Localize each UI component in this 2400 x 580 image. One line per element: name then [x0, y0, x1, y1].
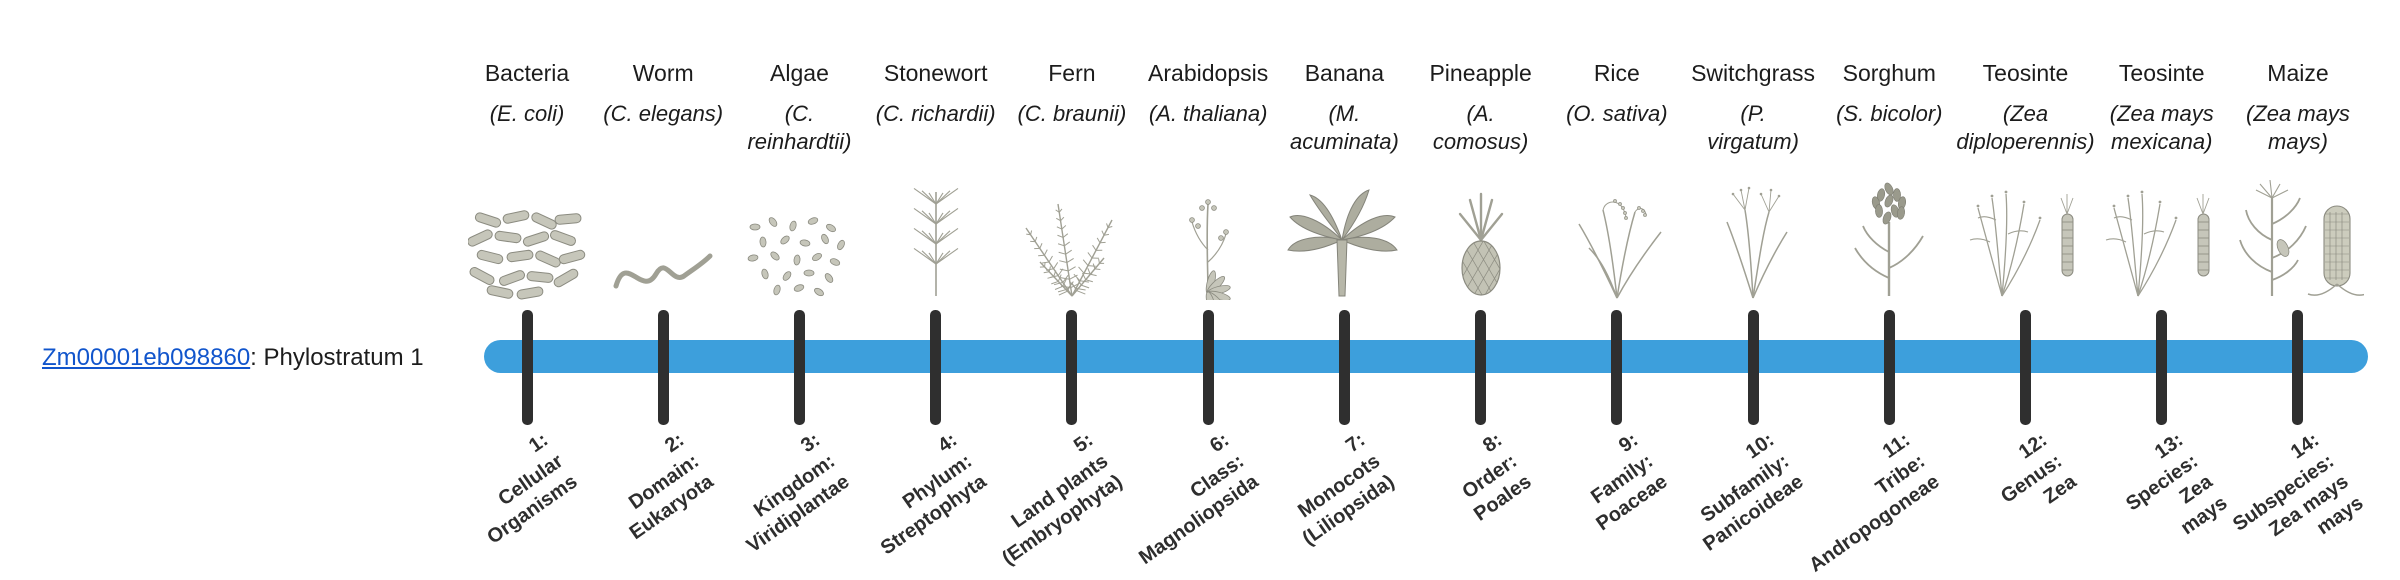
teosinte-icon: [2087, 168, 2237, 300]
scientific-name-line: (P.: [1740, 100, 1766, 126]
organism-column: Maize (Zea mays mays): [2223, 60, 2373, 296]
organism-common-name: Switchgrass: [1691, 60, 1816, 86]
algae-icon: [724, 168, 874, 300]
phylostratum-tick: [2020, 310, 2032, 425]
phylostratum-tick: [1338, 310, 1350, 425]
organism-scientific-name: (C. elegans): [588, 100, 738, 129]
scientific-name-line: (C.: [784, 100, 815, 126]
scientific-name-line: (E. coli): [489, 100, 565, 126]
phylostratum-tick: [1747, 310, 1759, 425]
stonewort-icon: [861, 168, 1011, 300]
organism-common-name: Fern: [1048, 60, 1096, 86]
organism-common-name: Stonewort: [883, 60, 988, 86]
sorghum-icon: [1814, 168, 1964, 300]
organism-column: Fern (C. braunii): [997, 60, 1147, 297]
phylostratum-tick: [930, 310, 942, 425]
organism-common-name: Bacteria: [484, 60, 570, 86]
phylostratum-tick: [657, 310, 669, 425]
organism-common-name: Rice: [1593, 60, 1640, 86]
organism-scientific-name: (S. bicolor): [1814, 100, 1964, 129]
stage-label: 14: Subspecies: Zea mays mays: [2100, 428, 2367, 541]
organism-common-name: Teosinte: [1982, 60, 2069, 86]
organism-scientific-name: (E. coli): [452, 100, 602, 129]
timeline-bar: [484, 340, 2368, 373]
gene-link[interactable]: Zm00001eb098860: [42, 344, 251, 371]
scientific-name-line: (C. richardii): [875, 100, 996, 126]
scientific-name-line: diploperennis): [1956, 129, 2095, 155]
phylostratum-tick: [1066, 310, 1078, 425]
switchgrass-icon: [1678, 168, 1828, 300]
organism-scientific-name: (C. richardii): [861, 100, 1011, 129]
organism-common-name: Pineapple: [1429, 60, 1532, 86]
scientific-name-line: mays): [2268, 129, 2328, 155]
scientific-name-line: (Zea mays: [2109, 100, 2214, 126]
organism-common-name: Maize: [2267, 60, 2329, 86]
organism-scientific-name: (O. sativa): [1542, 100, 1692, 129]
organism-column: Stonewort (C. richardii): [861, 60, 1011, 296]
phylostratum-tick: [1611, 310, 1623, 425]
scientific-name-line: (C. elegans): [603, 100, 724, 126]
scientific-name-line: (C. braunii): [1017, 100, 1127, 126]
organism-common-name: Teosinte: [2118, 60, 2205, 86]
scientific-name-line: (O. sativa): [1566, 100, 1668, 126]
organism-common-name: Arabidopsis: [1148, 60, 1269, 86]
scientific-name-line: (S. bicolor): [1836, 100, 1943, 126]
phylostratum-tick: [521, 310, 533, 425]
scientific-name-line: reinhardtii): [747, 129, 852, 155]
organism-column: Bacteria (E. coli): [452, 60, 602, 300]
organism-scientific-name: (Zea mays mexicana): [2087, 100, 2237, 157]
organism-column: Teosinte (Zea diploperennis): [1951, 60, 2101, 297]
rice-icon: [1542, 168, 1692, 300]
organism-scientific-name: (C. reinhardtii): [724, 100, 874, 157]
scientific-name-line: (Zea: [2002, 100, 2049, 126]
pineapple-icon: [1406, 168, 1556, 300]
organism-column: Worm (C. elegans): [588, 60, 738, 289]
organism-column: Banana (M. acuminata): [1269, 60, 1419, 297]
scientific-name-line: comosus): [1432, 129, 1529, 155]
maize-icon: [2223, 168, 2373, 300]
organism-scientific-name: (A. thaliana): [1133, 100, 1283, 129]
fern-icon: [997, 168, 1147, 300]
organism-scientific-name: (Zea mays mays): [2223, 100, 2373, 157]
phylostratum-tick: [2292, 310, 2304, 425]
organism-common-name: Worm: [632, 60, 694, 86]
organism-column: Teosinte (Zea mays mexicana): [2087, 60, 2237, 297]
scientific-name-line: (M.: [1328, 100, 1361, 126]
arabidopsis-icon: [1133, 168, 1283, 300]
phylostratum-tick: [793, 310, 805, 425]
bacteria-icon: [452, 168, 602, 300]
organism-scientific-name: (P. virgatum): [1678, 100, 1828, 157]
organism-common-name: Sorghum: [1842, 60, 1936, 86]
organism-column: Rice (O. sativa): [1542, 60, 1692, 299]
organism-scientific-name: (M. acuminata): [1269, 100, 1419, 157]
organism-column: Sorghum (S. bicolor): [1814, 60, 1964, 296]
banana-icon: [1269, 168, 1419, 300]
scientific-name-line: mexicana): [2111, 129, 2213, 155]
scientific-name-line: (Zea mays: [2246, 100, 2350, 126]
organism-column: Pineapple (A. comosus): [1406, 60, 1556, 296]
phylostratum-tick: [1475, 310, 1487, 425]
organism-common-name: Banana: [1304, 60, 1385, 86]
organism-column: Arabidopsis (A. thaliana): [1133, 60, 1283, 300]
phylostratum-tick: [2156, 310, 2168, 425]
phylostratum-tick: [1883, 310, 1895, 425]
organism-scientific-name: (A. comosus): [1406, 100, 1556, 157]
organism-scientific-name: (Zea diploperennis): [1951, 100, 2101, 157]
organism-common-name: Algae: [770, 60, 829, 86]
organism-column: Switchgrass (P. virgatum): [1678, 60, 1828, 299]
gene-label-suffix: : Phylostratum 1: [250, 344, 424, 371]
scientific-name-line: acuminata): [1289, 129, 1399, 155]
scientific-name-line: virgatum): [1707, 129, 1799, 155]
organism-column: Algae (C. reinhardtii): [724, 60, 874, 297]
teosinte-icon: [1951, 168, 2101, 300]
scientific-name-line: (A.: [1466, 100, 1495, 126]
phylostratum-tick: [1202, 310, 1214, 425]
scientific-name-line: (A. thaliana): [1148, 100, 1268, 126]
gene-label: Zm00001eb098860: Phylostratum 1: [42, 344, 424, 372]
worm-icon: [588, 168, 738, 300]
organism-scientific-name: (C. braunii): [997, 100, 1147, 129]
